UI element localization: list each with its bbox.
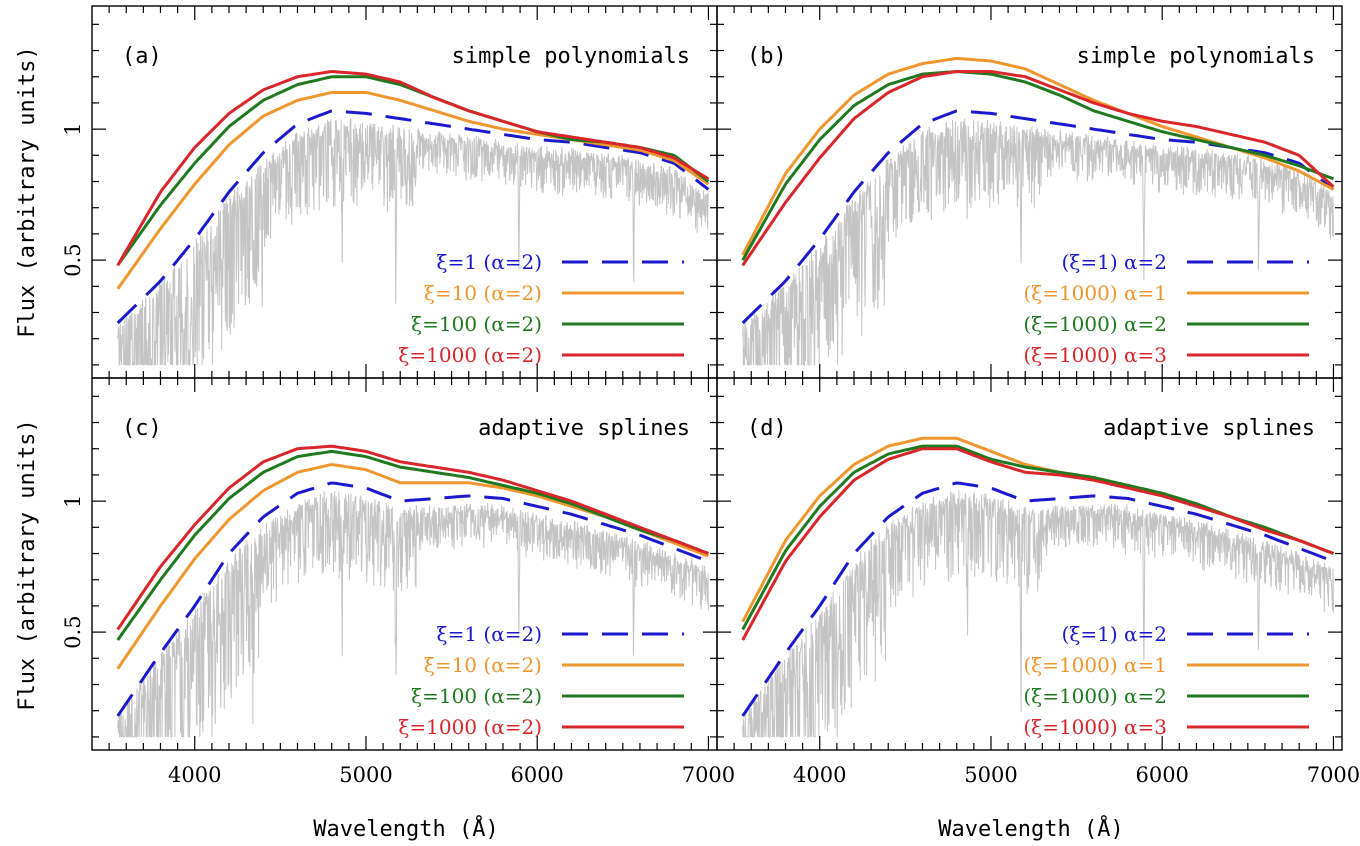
series-line-3 [741, 70, 1335, 267]
x-tick-label: 4000 [793, 763, 846, 787]
x-axis-title-right: Wavelength (Å) [938, 815, 1123, 842]
legend-label: (ξ=1) α=2 [1062, 250, 1167, 274]
series-line-2 [116, 450, 709, 641]
x-tick-label: 5000 [964, 763, 1017, 787]
legend-label: (ξ=1000) α=3 [1023, 715, 1167, 739]
series-line-1 [116, 463, 709, 670]
legend-label: ξ=1 (α=2) [437, 622, 542, 646]
x-tick-label: 6000 [510, 763, 563, 787]
legend-label: ξ=100 (α=2) [411, 312, 542, 336]
legend-label: ξ=10 (α=2) [424, 653, 542, 677]
method-label: simple polynomials [452, 44, 690, 69]
y-axis-title-bottom: Flux (arbitrary units) [15, 419, 40, 710]
x-tick-label: 6000 [1135, 763, 1188, 787]
y-tick-label: 1 [61, 122, 85, 135]
legend-label: (ξ=1) α=2 [1062, 622, 1167, 646]
panel-a: 0.5 1 (a) simple polynomials ξ=1 (α=2) ξ=10 (… [61, 5, 718, 379]
x-tick-label: 4000 [168, 763, 221, 787]
method-label: adaptive splines [478, 416, 690, 441]
legend-label: ξ=1000 (α=2) [398, 715, 542, 739]
y-tick-label: 0.5 [61, 615, 85, 648]
x-tick-label: 7000 [682, 763, 735, 787]
legend-label: (ξ=1000) α=2 [1023, 312, 1167, 336]
legend-label: ξ=10 (α=2) [424, 281, 542, 305]
series-line-0 [116, 481, 709, 717]
panel-label: (c) [122, 416, 162, 441]
legend-label: (ξ=1000) α=1 [1023, 281, 1167, 305]
series-line-3 [116, 444, 709, 631]
series-line-1 [116, 91, 710, 290]
y-tick-label: 1 [61, 494, 85, 507]
x-axis-title-left: Wavelength (Å) [313, 815, 498, 842]
observed-spectrum [117, 491, 709, 738]
y-axis-title-top: Flux (arbitrary units) [15, 46, 40, 337]
panel-b: (b) simple polynomials (ξ=1) α=2 (ξ=1000) α… [716, 5, 1343, 379]
legend-label: (ξ=1000) α=3 [1023, 343, 1167, 367]
legend-label: ξ=1 (α=2) [437, 250, 542, 274]
panel-c: 4000 5000 6000 7000 0.5 1 (c) adaptive splines ξ… [61, 377, 735, 787]
panel-d: 4000 5000 6000 7000 (d) adaptive splines (ξ=1)… [716, 377, 1360, 787]
series-line-2 [741, 70, 1334, 261]
legend-label: ξ=100 (α=2) [411, 684, 542, 708]
legend-label: (ξ=1000) α=1 [1023, 653, 1167, 677]
legend-label: ξ=1000 (α=2) [398, 343, 542, 367]
axes-frame [716, 377, 1343, 751]
x-tick-label: 7000 [1307, 763, 1360, 787]
x-tick-label: 5000 [339, 763, 392, 787]
panel-label: (b) [747, 44, 787, 69]
legend-label: (ξ=1000) α=2 [1023, 684, 1167, 708]
observed-spectrum [742, 490, 1334, 738]
observed-spectrum [742, 118, 1334, 366]
series-line-3 [116, 70, 710, 267]
series-line-3 [741, 447, 1334, 641]
y-tick-label: 0.5 [61, 243, 85, 276]
panel-label: (d) [747, 416, 787, 441]
series-line-0 [741, 481, 1334, 717]
observed-spectrum [117, 118, 709, 366]
method-label: simple polynomials [1077, 44, 1315, 69]
panel-label: (a) [122, 44, 162, 69]
panels: 0.5 1 (a) simple polynomials ξ=1 (α=2) ξ=10 (… [61, 5, 1360, 787]
method-label: adaptive splines [1103, 416, 1315, 441]
